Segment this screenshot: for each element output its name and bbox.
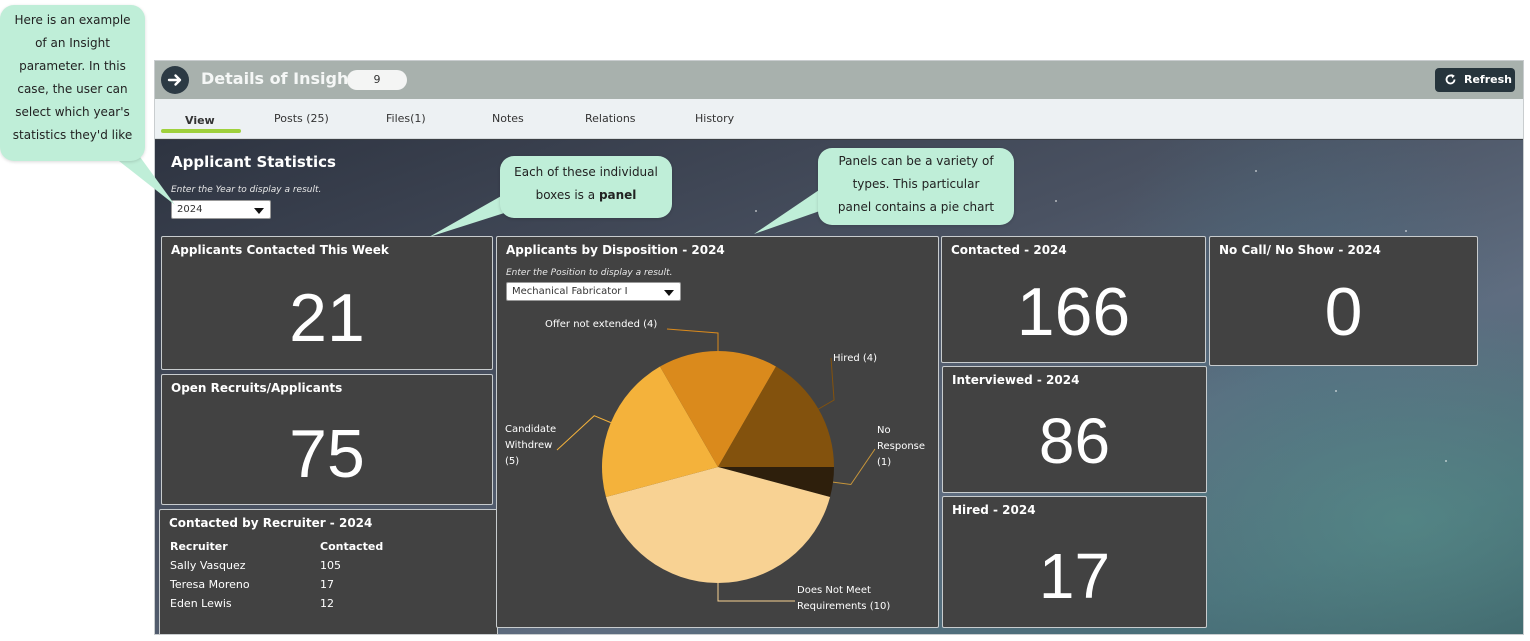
- callout-panel: Each of these individual boxes is a pane…: [500, 156, 672, 218]
- tab-notes[interactable]: Notes: [492, 112, 524, 125]
- tab-view[interactable]: View: [185, 114, 215, 127]
- title-bar: Details of Insight 9 Refresh: [155, 61, 1523, 99]
- panel-value: 0: [1324, 274, 1363, 350]
- recruiter-name: Eden Lewis: [170, 597, 232, 610]
- callout-line: boxes is a panel: [500, 184, 672, 207]
- panel-title: Contacted - 2024: [951, 243, 1067, 257]
- callout-line: of an Insight: [35, 36, 110, 50]
- section-title: Applicant Statistics: [171, 153, 336, 171]
- position-prompt: Enter the Position to display a result.: [506, 268, 673, 278]
- pie-slice-label: Offer not extended (4): [545, 319, 657, 330]
- position-select[interactable]: Mechanical Fabricator I: [506, 282, 681, 301]
- panel-no-call-no-show: No Call/ No Show - 2024 0: [1209, 236, 1478, 366]
- tab-bar: View Posts (25) Files(1) Notes Relations…: [155, 99, 1523, 139]
- year-select-value: 2024: [177, 204, 203, 215]
- panel-title: Open Recruits/Applicants: [171, 381, 343, 395]
- panel-contacted-by-recruiter: Contacted by Recruiter - 2024 Recruiter …: [159, 509, 498, 634]
- pie-leader-line: [832, 448, 876, 486]
- pie-leader-line: [666, 328, 719, 351]
- star: [755, 210, 757, 212]
- tab-relations[interactable]: Relations: [585, 112, 636, 125]
- pie-slice-label: Candidate Withdrew (5): [505, 424, 556, 467]
- tab-files[interactable]: Files(1): [386, 112, 426, 125]
- panel-value: 86: [1038, 405, 1111, 477]
- callout-line: Panels can be a variety of: [838, 154, 994, 168]
- pie-leader-line: [717, 583, 795, 602]
- callout-line: Here is an example: [14, 13, 131, 27]
- column-header: Recruiter: [170, 540, 228, 553]
- recruiter-name: Sally Vasquez: [170, 559, 246, 572]
- callout-line: panel contains a pie chart: [837, 200, 995, 214]
- panel-hired: Hired - 2024 17: [942, 496, 1207, 628]
- back-arrow-icon[interactable]: [161, 66, 189, 94]
- panel-applicants-by-disposition: Applicants by Disposition - 2024 Enter t…: [496, 236, 939, 628]
- callout-line: statistics they'd like: [12, 128, 133, 142]
- callout-text: boxes is a: [535, 188, 596, 202]
- callout-bold-text: panel: [598, 188, 637, 202]
- pie-slice-label: Hired (4): [833, 353, 877, 364]
- active-tab-indicator: [161, 129, 241, 133]
- pie-leader-line: [818, 357, 835, 410]
- callout-line: types. This particular: [852, 177, 980, 191]
- count-badge: 9: [347, 70, 407, 90]
- pie-slice-label: Does Not Meet Requirements (10): [797, 585, 890, 612]
- callout-tail: [429, 195, 523, 237]
- callout-pie-chart: Panels can be a variety of types. This p…: [818, 148, 1014, 225]
- refresh-button[interactable]: Refresh: [1435, 68, 1515, 92]
- callout-line: case, the user can: [17, 82, 128, 96]
- panel-title: No Call/ No Show - 2024: [1219, 243, 1381, 257]
- tab-history[interactable]: History: [695, 112, 735, 125]
- position-select-value: Mechanical Fabricator I: [512, 286, 628, 297]
- contacted-count: 12: [320, 597, 334, 610]
- panel-contacted: Contacted - 2024 166: [941, 236, 1206, 363]
- year-select[interactable]: 2024: [171, 200, 271, 219]
- refresh-icon: [1444, 73, 1457, 89]
- panel-contacted-this-week: Applicants Contacted This Week 21: [161, 236, 493, 370]
- chevron-down-icon: [254, 208, 264, 214]
- panel-title: Applicants Contacted This Week: [171, 243, 389, 257]
- chevron-down-icon: [664, 290, 674, 296]
- recruiter-name: Teresa Moreno: [170, 578, 250, 591]
- page-title: Details of Insight: [201, 69, 357, 88]
- pie-slice[interactable]: [602, 366, 718, 498]
- callout-insight-parameter: Here is an example of an Insight paramet…: [0, 5, 145, 161]
- pie-slice[interactable]: [660, 351, 776, 467]
- panel-value: 21: [289, 280, 365, 356]
- star: [1335, 390, 1337, 392]
- pie-leader-line: [556, 415, 612, 451]
- pie-slice-label: No Response (1): [877, 425, 925, 468]
- tab-posts[interactable]: Posts (25): [274, 112, 329, 125]
- contacted-count: 17: [320, 578, 334, 591]
- panel-title: Interviewed - 2024: [952, 373, 1080, 387]
- callout-line: Each of these individual: [514, 165, 658, 179]
- callout-tail: [105, 150, 175, 205]
- pie-slice[interactable]: [718, 366, 834, 467]
- panel-open-recruits: Open Recruits/Applicants 75: [161, 374, 493, 505]
- callout-line: parameter. In this: [19, 59, 126, 73]
- callout-line: select which year's: [15, 105, 130, 119]
- star: [1255, 170, 1257, 172]
- panel-title: Hired - 2024: [952, 503, 1036, 517]
- panel-title: Applicants by Disposition - 2024: [506, 243, 725, 257]
- refresh-label: Refresh: [1464, 73, 1512, 86]
- column-header: Contacted: [320, 540, 384, 553]
- callout-tail: [754, 188, 834, 234]
- contacted-count: 105: [320, 559, 341, 572]
- year-prompt: Enter the Year to display a result.: [171, 185, 322, 195]
- panel-value: 166: [1016, 274, 1131, 350]
- pie-slice[interactable]: [605, 467, 831, 583]
- panel-interviewed: Interviewed - 2024 86: [942, 366, 1207, 493]
- insight-window: Details of Insight 9 Refresh View Posts …: [154, 60, 1524, 635]
- panel-value: 17: [1038, 540, 1111, 612]
- star: [1445, 460, 1447, 462]
- panel-title: Contacted by Recruiter - 2024: [169, 516, 373, 530]
- star: [1405, 230, 1407, 232]
- star: [1055, 200, 1057, 202]
- pie-chart: No Response (1) Does Not Meet Requirements (…: [505, 319, 925, 612]
- panel-value: 75: [289, 416, 365, 492]
- pie-slice[interactable]: [718, 467, 834, 498]
